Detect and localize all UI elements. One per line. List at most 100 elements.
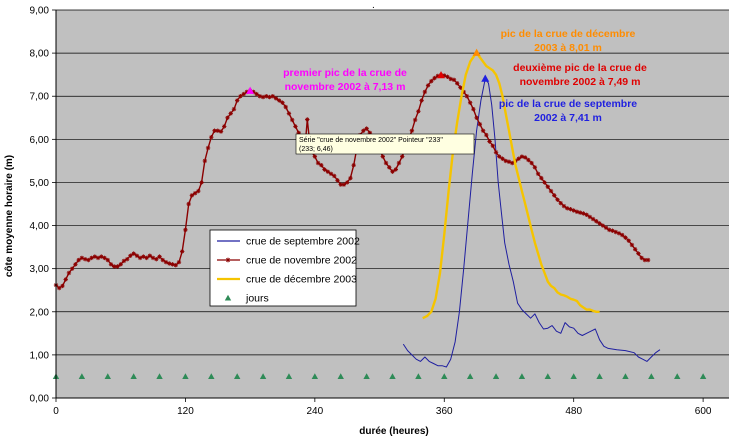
data-point — [519, 154, 525, 159]
data-point — [86, 257, 91, 263]
data-point — [192, 191, 198, 196]
data-point — [620, 232, 625, 238]
x-axis-title: durée (heures) — [359, 426, 428, 437]
data-point — [63, 277, 68, 282]
data-point — [425, 83, 431, 88]
data-point — [568, 206, 573, 212]
data-point — [293, 124, 298, 129]
data-point — [79, 255, 85, 261]
data-point — [448, 76, 453, 82]
annotation-text: pic de la crue de décembre — [501, 28, 636, 40]
data-point — [383, 160, 389, 166]
data-point — [277, 98, 282, 103]
peak-marker — [246, 86, 255, 94]
data-point — [535, 171, 541, 177]
data-point — [422, 89, 428, 95]
data-point — [674, 373, 681, 380]
data-point — [289, 117, 295, 123]
data-point — [189, 193, 195, 198]
axes: 0,00 1,00 2,00 3,00 4,00 5,00 6,00 7,00 8,00 9,00… — [30, 6, 729, 417]
data-point — [597, 221, 602, 226]
data-point — [186, 201, 191, 207]
data-point — [82, 256, 88, 262]
data-point — [484, 132, 489, 138]
data-point — [69, 266, 75, 271]
data-point — [584, 212, 589, 217]
x-tick-label: 480 — [565, 406, 582, 417]
data-point — [241, 91, 246, 97]
data-point — [493, 150, 499, 155]
legend-entry: crue de septembre 2002 — [217, 236, 360, 248]
data-point — [348, 175, 353, 181]
data-point — [464, 94, 470, 99]
data-point — [390, 169, 395, 174]
data-point — [341, 182, 347, 187]
data-point — [141, 254, 146, 259]
data-point — [231, 106, 237, 112]
legend-label: crue de décembre 2003 — [246, 274, 357, 286]
data-point — [183, 227, 188, 233]
data-point — [212, 128, 217, 133]
top-mark: . — [372, 0, 375, 11]
data-point — [128, 253, 133, 258]
series-line — [402, 78, 661, 368]
data-point — [92, 254, 98, 259]
data-point — [115, 264, 120, 269]
y-tick-label: 9,00 — [30, 6, 50, 17]
data-point — [137, 255, 143, 261]
data-point — [280, 100, 285, 105]
plot-background — [56, 10, 729, 398]
data-point — [455, 81, 460, 86]
data-point — [474, 115, 479, 120]
data-point — [131, 251, 136, 256]
series-jours — [52, 373, 707, 380]
legend-box — [209, 229, 357, 307]
data-point — [632, 247, 638, 252]
data-point — [118, 262, 123, 267]
annotation-text: novembre 2002 à 7,13 m — [285, 81, 406, 93]
data-point — [623, 235, 628, 240]
data-point — [196, 188, 201, 194]
data-point — [147, 253, 153, 258]
data-point — [60, 283, 65, 289]
data-point — [396, 160, 402, 166]
data-point — [526, 157, 531, 163]
data-point — [639, 255, 644, 261]
peak-marker — [437, 71, 446, 79]
data-point — [645, 257, 651, 263]
data-point — [607, 227, 612, 233]
data-point — [558, 200, 563, 206]
data-point — [108, 262, 114, 267]
data-point — [539, 175, 544, 181]
annotation-text: premier pic de la crue de — [283, 67, 407, 79]
x-tick-label: 600 — [695, 406, 712, 417]
data-point — [636, 251, 641, 256]
data-point — [259, 373, 267, 380]
data-point — [286, 111, 292, 116]
annotation-text: deuxième pic de la crue de — [513, 62, 647, 74]
x-tick-label: 240 — [307, 406, 324, 417]
data-point — [487, 139, 492, 144]
tooltip-text: (233; 6,46) — [299, 146, 333, 153]
data-point — [561, 203, 567, 209]
data-point — [182, 373, 189, 380]
annotation: pic de la crue de septembre 2002 à 7,41 m — [481, 74, 637, 124]
data-point — [467, 100, 473, 105]
data-point — [603, 225, 609, 230]
data-point — [590, 216, 596, 222]
legend-label: jours — [245, 293, 269, 305]
data-point — [616, 231, 622, 236]
annotation-text: 2003 à 8,01 m — [534, 42, 602, 54]
data-point — [134, 253, 140, 258]
data-point — [594, 219, 599, 224]
legend-marker — [225, 257, 231, 263]
data-point — [503, 158, 508, 164]
series-line — [55, 74, 649, 289]
data-point — [451, 77, 457, 83]
data-point — [480, 128, 486, 133]
data-point — [500, 156, 505, 161]
data-point — [332, 173, 337, 179]
y-tick-label: 5,00 — [30, 178, 50, 189]
y-axis-title: côte moyenne horaire (m) — [4, 155, 15, 277]
data-point — [76, 257, 81, 263]
